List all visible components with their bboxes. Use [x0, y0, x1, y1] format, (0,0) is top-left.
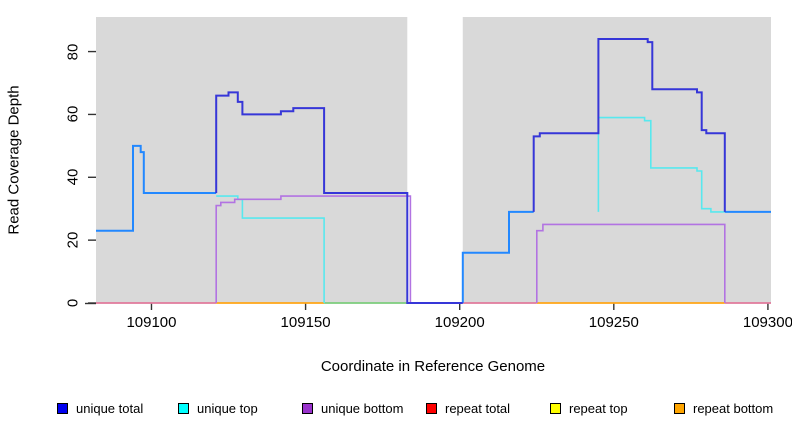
legend-swatch-icon — [674, 402, 685, 414]
legend-label: repeat top — [569, 400, 628, 416]
unique-bottom-line — [215, 195, 412, 303]
legend-item-unique-bottom: unique bottom — [302, 400, 403, 416]
legend-swatch-icon — [550, 402, 561, 414]
unique-top-line — [597, 116, 725, 213]
legend-label: unique total — [76, 400, 144, 416]
legend-item-unique-top: unique top — [178, 400, 258, 416]
legend-swatch-icon — [178, 402, 189, 414]
y-axis-label: Read Coverage Depth — [5, 85, 23, 235]
unique-total-line — [215, 91, 463, 304]
unique-bottom-line — [535, 223, 726, 303]
legend-item-repeat-total: repeat total — [426, 400, 510, 416]
legend-label: unique bottom — [321, 400, 404, 416]
legend-swatch-icon — [426, 402, 437, 414]
legend-item-unique-total: unique total — [57, 400, 143, 416]
total-coverage-light-line — [96, 144, 217, 232]
unique-total-line — [532, 38, 726, 212]
legend-item-repeat-bottom: repeat bottom — [674, 400, 773, 416]
no-data-gap — [407, 17, 463, 303]
legend-swatch-icon — [57, 402, 68, 414]
legend-item-repeat-top: repeat top — [550, 400, 628, 416]
legend: unique total unique top unique bottom repea… — [0, 400, 792, 422]
legend-label: repeat total — [445, 400, 511, 416]
x-axis-label: Coordinate in Reference Genome — [320, 358, 546, 375]
total-coverage-light-line — [461, 210, 534, 303]
legend-swatch-icon — [302, 402, 313, 414]
legend-label: repeat bottom — [693, 400, 774, 416]
legend-label: unique top — [197, 400, 258, 416]
